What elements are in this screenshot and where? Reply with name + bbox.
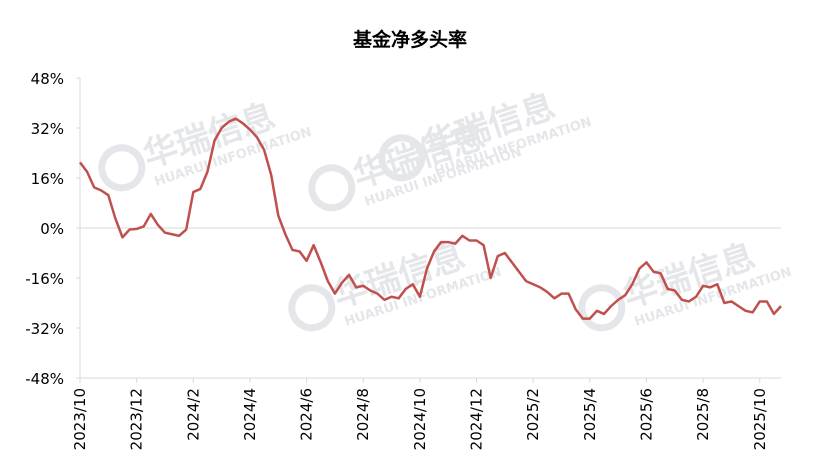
x-tick-label: 2024/2 <box>184 388 202 441</box>
y-tick-label: 0% <box>40 220 64 238</box>
watermark-logo <box>288 284 336 332</box>
watermark-logo <box>378 134 426 182</box>
watermark-logo <box>578 284 626 332</box>
x-tick-label: 2024/6 <box>298 388 316 441</box>
chart-title: 基金净多头率 <box>352 28 467 51</box>
x-tick-label: 2025/8 <box>694 388 712 441</box>
y-tick-label: 48% <box>31 70 64 88</box>
x-tick-label: 2025/4 <box>581 388 599 441</box>
data-line <box>79 117 782 320</box>
y-tick-label: -48% <box>25 370 64 388</box>
y-tick-label: -32% <box>25 320 64 338</box>
watermark-logo <box>98 144 146 192</box>
x-tick-label: 2024/4 <box>241 388 259 441</box>
x-tick-label: 2023/10 <box>71 388 89 450</box>
x-tick-label: 2025/6 <box>637 388 655 441</box>
watermark-logo <box>308 164 356 212</box>
x-tick-label: 2024/10 <box>411 388 429 450</box>
y-tick-label: -16% <box>25 270 64 288</box>
y-tick-label: 16% <box>31 170 64 188</box>
x-tick-label: 2025/2 <box>524 388 542 441</box>
x-tick-label: 2024/8 <box>354 388 372 441</box>
x-tick-label: 2024/12 <box>468 388 486 450</box>
x-tick-label: 2023/12 <box>128 388 146 450</box>
x-tick-label: 2025/10 <box>751 388 769 450</box>
y-tick-label: 32% <box>31 120 64 138</box>
